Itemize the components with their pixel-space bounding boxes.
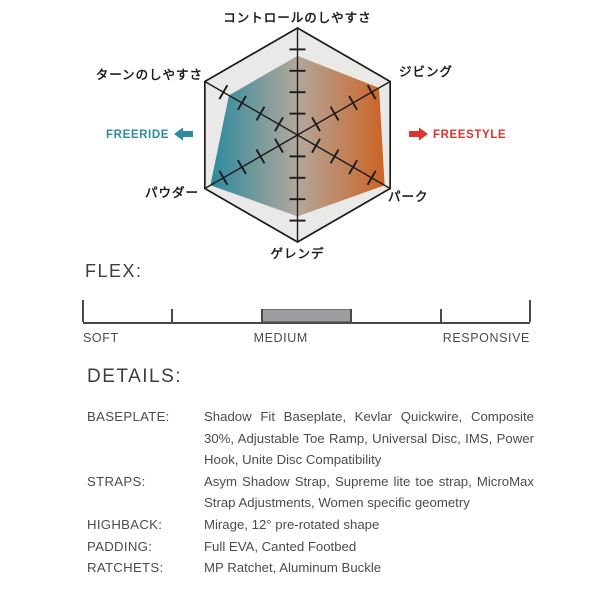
spec-row: BASEPLATE: Shadow Fit Baseplate, Kevlar Q… bbox=[87, 406, 534, 471]
spec-value: Mirage, 12° pre-rotated shape bbox=[204, 516, 380, 532]
radar-tick bbox=[237, 95, 247, 111]
radar-axis bbox=[204, 134, 298, 190]
freestyle-label: FREESTYLE bbox=[433, 129, 506, 141]
radar-tick bbox=[274, 116, 284, 132]
radar-tick bbox=[329, 106, 340, 122]
flex-scale-tick bbox=[350, 309, 353, 322]
flex-label-soft: SOFT bbox=[83, 331, 119, 345]
radar-tick bbox=[237, 159, 247, 175]
flex-scale-tick bbox=[439, 309, 442, 322]
radar-tick bbox=[311, 138, 321, 154]
radar-axis bbox=[204, 80, 298, 136]
flex-scale-tick bbox=[529, 300, 531, 322]
radar-tick bbox=[255, 148, 266, 164]
spec-label: BASEPLATE: bbox=[87, 409, 170, 424]
radar-axis-label: ゲレンデ bbox=[270, 246, 324, 261]
flex-level-bar bbox=[261, 309, 352, 322]
spec-value: Shadow Fit Baseplate, Kevlar Quickwire, … bbox=[204, 409, 534, 468]
radar-hexagon-outline bbox=[203, 27, 392, 243]
radar-tick bbox=[218, 170, 229, 186]
spec-row: HIGHBACK: Mirage, 12° pre-rotated shape bbox=[87, 514, 534, 536]
radar-axis-label: パーク bbox=[388, 190, 429, 204]
spec-row: PADDING: Full EVA, Canted Footbed bbox=[87, 536, 534, 558]
spec-label: RATCHETS: bbox=[87, 560, 164, 576]
radar-tick bbox=[348, 159, 358, 175]
radar-tick bbox=[218, 84, 229, 100]
spec-value: Asym Shadow Strap, Supreme lite toe stra… bbox=[204, 473, 534, 511]
freeride-arrow-icon bbox=[174, 127, 193, 141]
radar-tick bbox=[255, 106, 266, 122]
flex-scale-tick bbox=[82, 300, 84, 322]
details-table: BASEPLATE: Shadow Fit Baseplate, Kevlar Q… bbox=[87, 406, 534, 579]
spec-row: RATCHETS: MP Ratchet, Aluminum Buckle bbox=[87, 557, 534, 579]
freestyle-arrow-icon bbox=[409, 127, 428, 141]
spec-label: STRAPS: bbox=[87, 473, 146, 489]
radar-axis-label: ターンのしやすさ bbox=[96, 67, 203, 82]
radar-tick bbox=[274, 138, 284, 154]
radar-axis bbox=[297, 134, 391, 190]
radar-tick bbox=[311, 116, 321, 132]
radar-tick bbox=[348, 95, 358, 111]
spec-row: STRAPS: Asym Shadow Strap, Supreme lite t… bbox=[87, 471, 534, 514]
radar-axis-label: パウダー bbox=[145, 185, 199, 200]
radar-tick bbox=[329, 148, 340, 164]
flex-scale-tick bbox=[260, 309, 263, 322]
spec-label: HIGHBACK: bbox=[87, 516, 163, 532]
spec-value: Full EVA, Canted Footbed bbox=[204, 538, 357, 554]
radar-tick bbox=[366, 84, 377, 100]
flex-label-medium: MEDIUM bbox=[253, 331, 308, 345]
flex-scale bbox=[82, 299, 531, 324]
radar-axis bbox=[297, 80, 391, 136]
spec-label: PADDING: bbox=[87, 538, 153, 554]
flex-scale-labels: SOFT MEDIUM RESPONSIVE bbox=[83, 331, 530, 345]
radar-tick bbox=[366, 170, 377, 186]
flex-label-responsive: RESPONSIVE bbox=[442, 331, 530, 345]
details-heading: DETAILS: bbox=[87, 366, 183, 387]
flex-heading: FLEX: bbox=[85, 261, 143, 281]
flex-scale-tick bbox=[171, 309, 174, 322]
radar-axis-label: コントロールのしやすさ bbox=[223, 11, 371, 25]
radar-axis-label: ジビング bbox=[399, 64, 453, 79]
spec-value: MP Ratchet, Aluminum Buckle bbox=[204, 560, 382, 576]
freeride-label: FREERIDE bbox=[106, 129, 169, 141]
